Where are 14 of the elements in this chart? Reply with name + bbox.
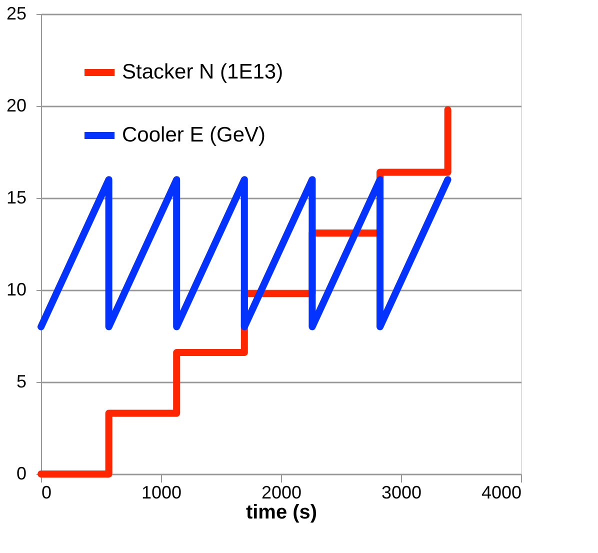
x-tick-label: 2000 — [261, 482, 302, 502]
y-tick-label: 25 — [6, 4, 26, 24]
y-tick-label: 15 — [6, 188, 26, 208]
y-tick-label: 5 — [16, 372, 26, 392]
x-axis-title: time (s) — [246, 502, 318, 524]
x-tick-label: 3000 — [381, 482, 422, 502]
y-tick-label: 0 — [16, 464, 26, 484]
x-tick-label: 1000 — [141, 482, 182, 502]
x-tick-label: 4000 — [481, 482, 522, 502]
x-tick-label: 0 — [42, 482, 52, 502]
y-tick-label: 20 — [6, 96, 26, 116]
legend-label: Cooler E (GeV) — [122, 124, 266, 146]
legend-label: Stacker N (1E13) — [122, 60, 284, 84]
y-tick-label: 10 — [6, 280, 26, 300]
